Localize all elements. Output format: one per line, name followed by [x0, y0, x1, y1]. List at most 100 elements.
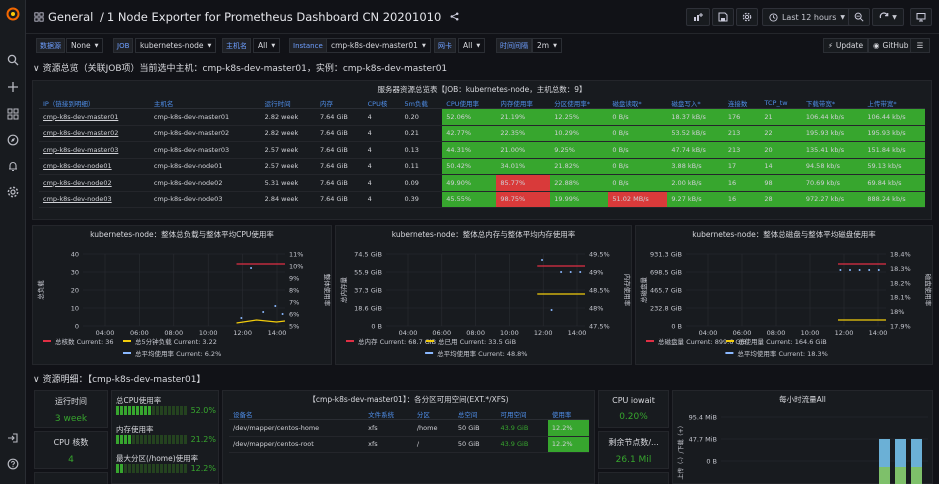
x-tick-label: 08:00 [767, 329, 786, 337]
column-header[interactable]: 使用率 [547, 409, 589, 420]
series-point-avg [579, 271, 582, 273]
table-cell: 7.64 GiB [315, 191, 364, 208]
column-header[interactable]: 总空间 [453, 409, 497, 420]
column-header[interactable]: 下载带宽* [801, 98, 864, 109]
column-header[interactable]: 上传带宽* [863, 98, 925, 109]
var-instance-select[interactable]: cmp-k8s-dev-master01 ▼ [326, 38, 431, 53]
table-cell: cmp-k8s-dev-master03 [149, 141, 261, 159]
save-dashboard-button[interactable] [712, 8, 734, 26]
chevron-down-icon: ▼ [94, 42, 99, 49]
stat-value: 3 week [54, 414, 88, 424]
update-button[interactable]: ⚡ Update [823, 38, 869, 53]
column-header[interactable]: 5m负载 [400, 98, 443, 109]
column-header[interactable]: 磁盘写入* [667, 98, 724, 109]
host-link[interactable]: cmp-k8s-dev-master03 [39, 141, 150, 159]
table-row: /dev/mapper/centos-root xfs/50 GiB 43.9 Gi… [229, 436, 589, 453]
series-point-avg [849, 269, 851, 271]
save-icon [718, 12, 728, 22]
column-header[interactable]: 内存 [315, 98, 364, 109]
host-link[interactable]: cmp-k8s-dev-node02 [39, 174, 150, 192]
column-header[interactable]: 可用空间 [496, 409, 548, 420]
var-hostname-select[interactable]: All ▼ [253, 38, 281, 53]
legend-item: 总平均使用率 Current: 48.8% [437, 349, 527, 358]
table-cell: cmp-k8s-dev-node03 [149, 191, 261, 208]
column-header[interactable]: 主机名 [149, 98, 261, 109]
host-link[interactable]: cmp-k8s-dev-master01 [39, 108, 150, 126]
stat-title: CPU iowait [612, 396, 655, 405]
var-nic-select[interactable]: All ▼ [458, 38, 486, 53]
table-row: cmp-k8s-dev-master02 cmp-k8s-dev-master02… [39, 125, 925, 142]
host-link[interactable]: cmp-k8s-dev-node03 [39, 191, 150, 208]
host-link[interactable]: cmp-k8s-dev-master02 [39, 125, 150, 142]
column-header[interactable]: 文件系统 [364, 409, 413, 420]
column-header[interactable]: CPU使用率 [442, 98, 497, 109]
dashboard-settings-button[interactable] [736, 8, 758, 26]
row-header-overview[interactable]: ∨ 资源总览（关联JOB项）当前选中主机：cmp-k8s-dev-master01… [33, 61, 447, 75]
search-icon[interactable] [5, 52, 21, 68]
column-header[interactable]: TCP_tw [760, 98, 802, 109]
gauge-segment [124, 464, 127, 473]
alerting-bell-icon[interactable] [5, 158, 21, 174]
y2-tick-label: 49.5% [589, 251, 610, 259]
gauge-segment [128, 464, 131, 473]
table-cell: 50 GiB [453, 436, 497, 453]
y2-axis-label: 内存使用率 [623, 274, 632, 307]
gauge-label: 最大分区(/home)使用率 [116, 454, 199, 463]
table-cell: 106.44 kb/s [863, 108, 925, 126]
gauge-segment [156, 464, 159, 473]
partition-table-panel: 【cmp-k8s-dev-master01】：各分区可用空间(EXT.*/XFS… [222, 390, 595, 484]
sign-in-icon[interactable] [5, 430, 21, 446]
gauge-segment [168, 435, 171, 444]
explore-icon[interactable] [5, 132, 21, 148]
gauge-segment [160, 406, 163, 415]
var-label-nic: 网卡 [434, 38, 456, 53]
column-header[interactable]: 连接数 [723, 98, 761, 109]
host-link[interactable]: cmp-k8s-dev-node01 [39, 158, 150, 175]
plus-icon[interactable] [5, 79, 21, 95]
legend-item: 总核数 Current: 36 [55, 337, 114, 346]
y-tick-label: 465.7 GiB [650, 287, 682, 295]
var-job-select[interactable]: kubernetes-node ▼ [135, 38, 217, 53]
time-picker-button[interactable]: Last 12 hours ▼ [762, 8, 852, 26]
column-header[interactable]: 运行时间 [260, 98, 316, 109]
gauge-segment [136, 435, 139, 444]
table-cell: 106.44 kb/s [801, 108, 864, 126]
menu-button[interactable]: ☰ [910, 38, 930, 53]
column-header[interactable]: IP（链接到明细） [39, 98, 150, 109]
legend-swatch [725, 352, 734, 354]
y-axis-label: 总磁盘量 [639, 277, 648, 304]
settings-gear-icon[interactable] [5, 184, 21, 200]
zoom-out-button[interactable] [848, 8, 870, 26]
breadcrumb-folder[interactable]: General [48, 10, 94, 24]
help-icon[interactable] [5, 456, 21, 472]
chevron-down-icon: ∨ [33, 64, 40, 74]
table-cell: 50.42% [442, 158, 497, 175]
column-header[interactable]: CPU核 [363, 98, 401, 109]
column-header[interactable]: 分区 [412, 409, 454, 420]
gauge-bars [116, 435, 188, 446]
x-tick-label: 10:00 [500, 329, 519, 337]
column-header[interactable]: 内存使用率 [496, 98, 551, 109]
add-panel-button[interactable] [686, 8, 710, 26]
refresh-button[interactable]: ▼ [872, 8, 904, 26]
dashboards-icon[interactable] [5, 106, 21, 122]
var-datasource-select[interactable]: None ▼ [66, 38, 104, 53]
share-icon[interactable] [450, 12, 459, 21]
row-header-detail[interactable]: ∨ 资源明细：【cmp-k8s-dev-master01】 [33, 372, 205, 386]
github-link-button[interactable]: ◉ GitHub [868, 38, 914, 53]
series-point-avg [281, 313, 284, 315]
dashboard-title[interactable]: 1 Node Exporter for Prometheus Dashboard… [106, 10, 442, 24]
var-interval-select[interactable]: 2m ▼ [532, 38, 562, 53]
y-tick-label: 0 B [371, 323, 382, 331]
legend-swatch [646, 340, 654, 342]
server-table: IP（链接到明细） 主机名 运行时间 内存 CPU核 5m负载 CPU使用率 内存使用率 分区使… [39, 98, 925, 208]
table-body: cmp-k8s-dev-master01 cmp-k8s-dev-master01… [39, 108, 925, 208]
table-cell: 19.99% [550, 191, 609, 208]
y-tick-label: 232.8 GiB [650, 305, 682, 313]
column-header[interactable]: 设备名 [229, 409, 365, 420]
tv-mode-button[interactable] [910, 8, 932, 26]
column-header[interactable]: 磁盘读取* [608, 98, 668, 109]
grafana-logo-icon[interactable] [5, 6, 21, 22]
column-header[interactable]: 分区使用率* [550, 98, 609, 109]
table-cell: 135.41 kb/s [801, 141, 864, 159]
